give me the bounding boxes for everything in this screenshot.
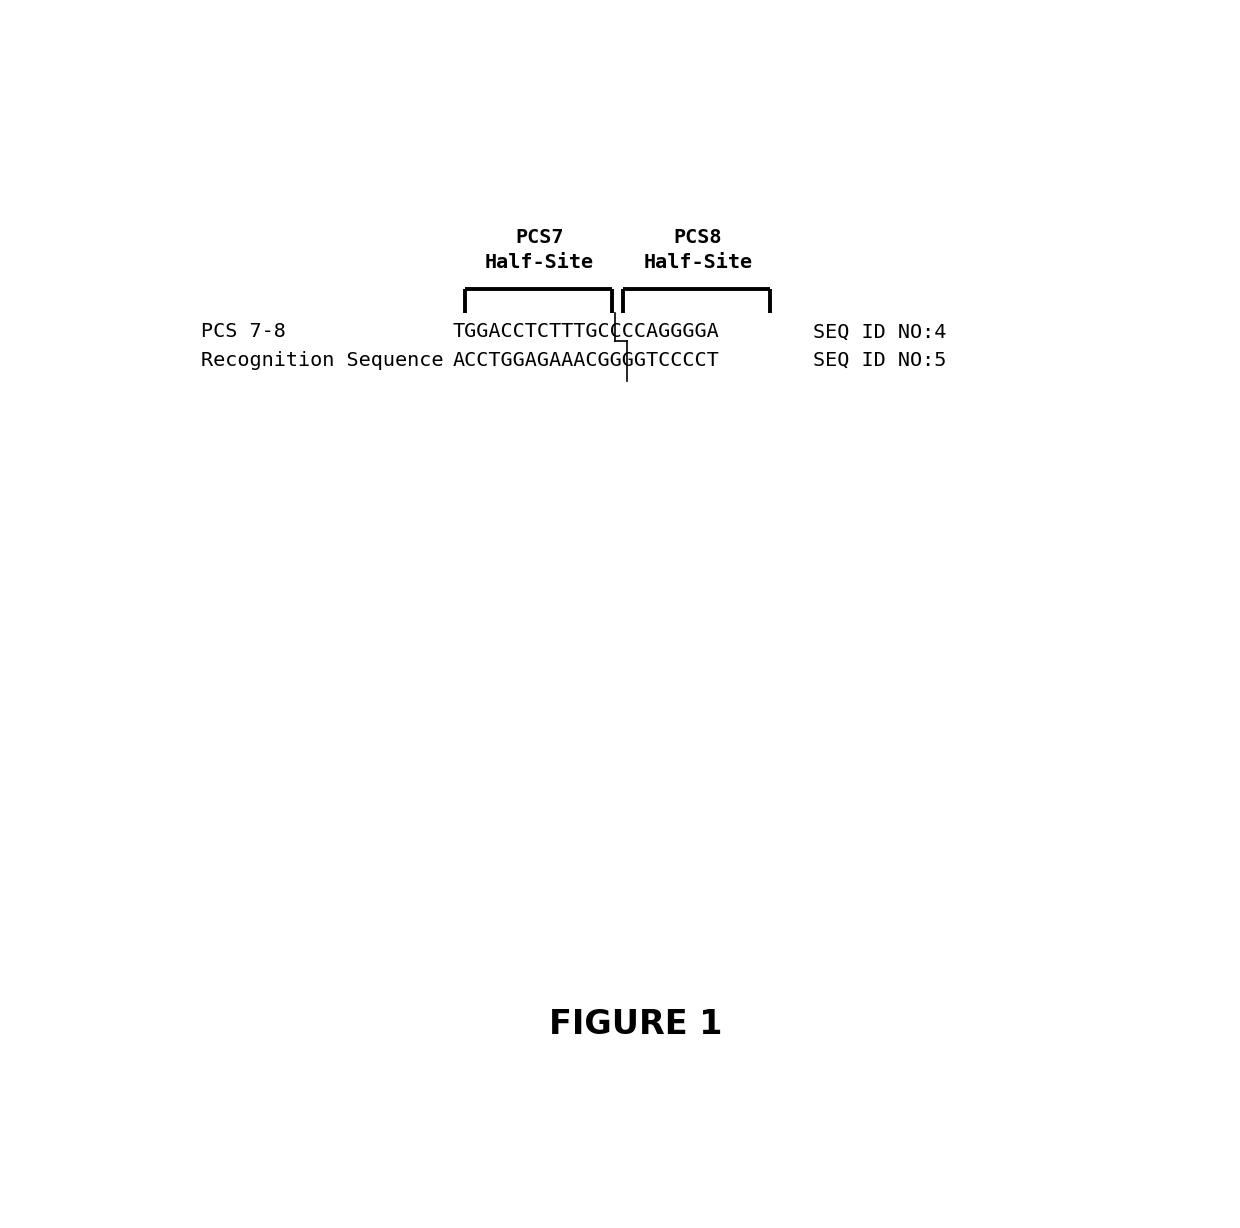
Text: Half-Site: Half-Site bbox=[644, 253, 753, 273]
Text: TGGACCTCTTTGCCCCAGGGGA: TGGACCTCTTTGCCCCAGGGGA bbox=[453, 322, 719, 341]
Text: ACCTGGAGAAACGGGGTCCCCT: ACCTGGAGAAACGGGGTCCCCT bbox=[453, 351, 719, 370]
Text: SEQ ID NO:4: SEQ ID NO:4 bbox=[813, 322, 946, 341]
Text: PCS 7-8: PCS 7-8 bbox=[201, 322, 286, 341]
Text: PCS8: PCS8 bbox=[673, 227, 722, 247]
Text: SEQ ID NO:5: SEQ ID NO:5 bbox=[813, 351, 946, 370]
Text: PCS7: PCS7 bbox=[515, 227, 564, 247]
Text: Half-Site: Half-Site bbox=[485, 253, 594, 273]
Text: FIGURE 1: FIGURE 1 bbox=[549, 1008, 722, 1041]
Text: Recognition Sequence: Recognition Sequence bbox=[201, 351, 444, 370]
